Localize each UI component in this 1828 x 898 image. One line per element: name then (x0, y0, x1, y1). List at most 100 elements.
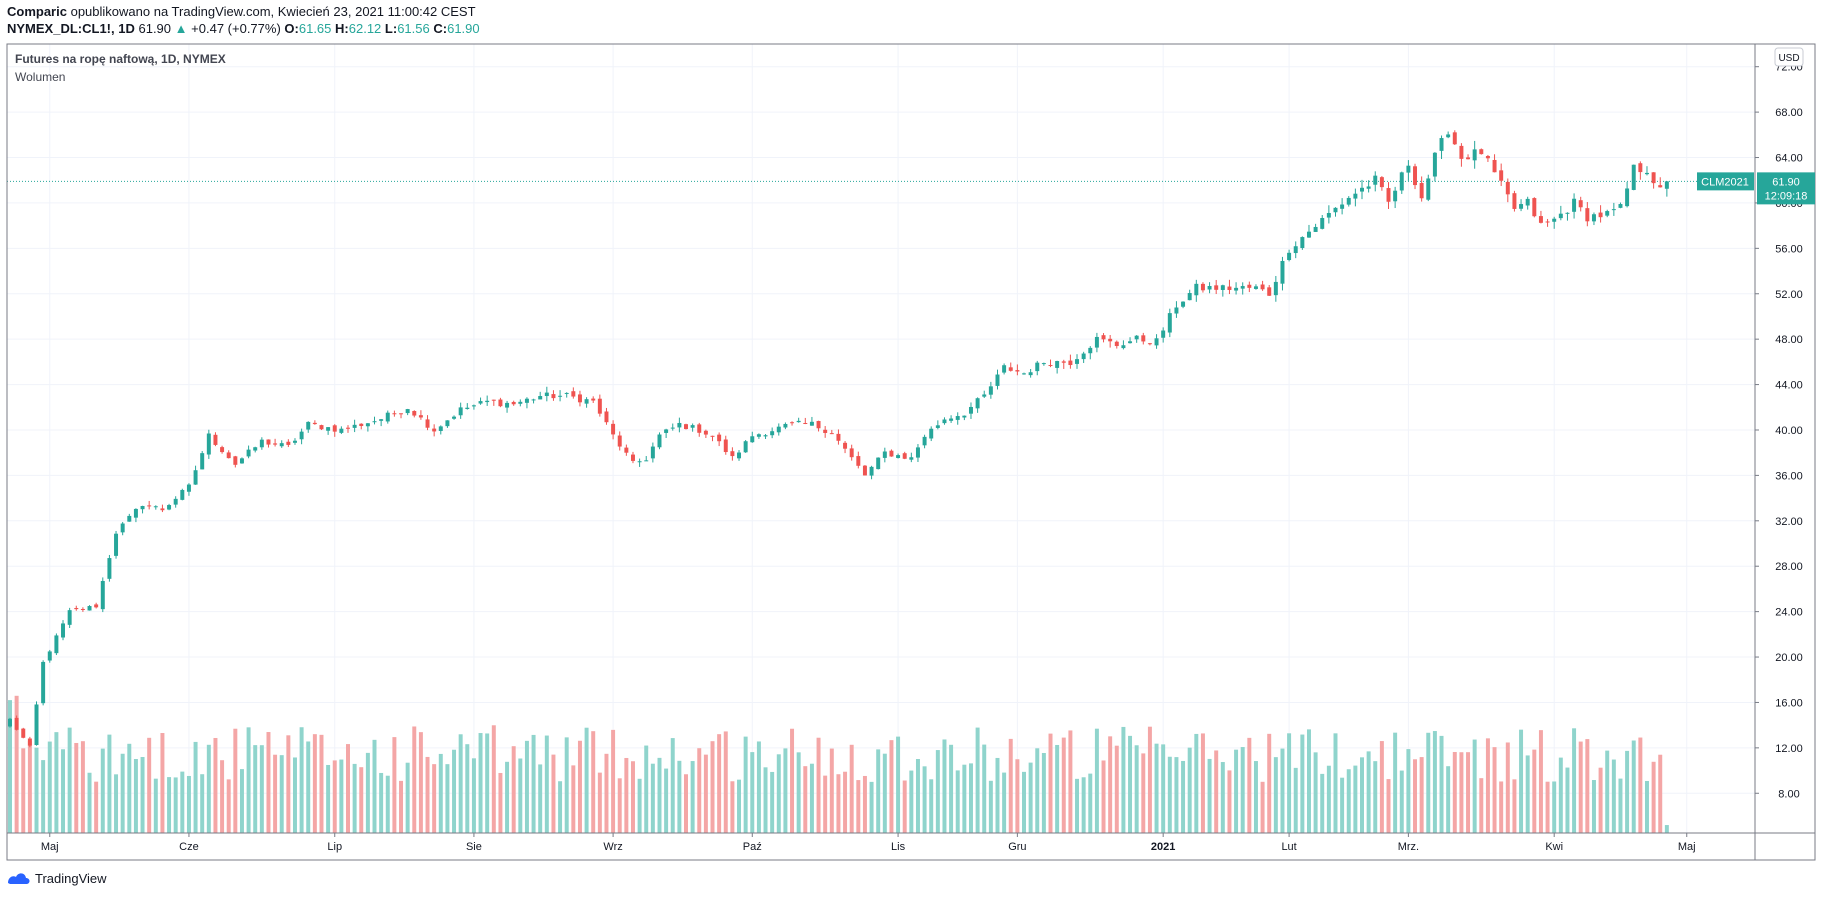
y-tick-label: 32.00 (1775, 516, 1803, 528)
volume-bar (1234, 749, 1239, 833)
volume-bar (1022, 771, 1026, 833)
volume-bar (1061, 737, 1066, 833)
candle-body (1227, 286, 1232, 290)
volume-bar (1485, 738, 1490, 833)
candle-body (915, 447, 920, 458)
volume-bars (8, 695, 1669, 833)
volume-bar (776, 754, 781, 833)
volume-bar (253, 745, 258, 833)
y-tick-label: 64.00 (1775, 153, 1803, 165)
candle-body (107, 558, 112, 579)
candle-body (584, 399, 589, 404)
candle-body (1340, 204, 1345, 209)
candle-body (1426, 178, 1431, 200)
candle-body (412, 411, 417, 416)
volume-bar (1174, 757, 1179, 833)
candle-body (1220, 285, 1225, 290)
volume-bar (1618, 778, 1623, 833)
candle-body (41, 661, 46, 704)
volume-bar (750, 752, 755, 833)
volume-bar (591, 731, 596, 833)
volume-bar (1128, 735, 1133, 833)
volume-bar (644, 745, 649, 833)
volume-bar (882, 753, 887, 833)
low-label: L: (384, 21, 398, 36)
y-tick-label: 44.00 (1775, 380, 1803, 392)
currency-badge[interactable]: USD (1774, 47, 1804, 67)
candle-body (1028, 372, 1033, 376)
volume-bar (1505, 742, 1510, 833)
volume-bar (34, 747, 39, 833)
candle-body (1128, 341, 1133, 344)
volume-bar (1154, 743, 1159, 833)
volume-bar (949, 744, 954, 833)
close-value: 61.90 (447, 21, 480, 36)
candle-body (935, 425, 940, 428)
volume-bar (186, 775, 191, 833)
volume-bar (1658, 754, 1663, 833)
volume-bar (790, 728, 795, 833)
footer-brand[interactable]: TradingView (35, 870, 107, 886)
volume-bar (650, 763, 655, 833)
candle-body (332, 425, 337, 432)
volume-bar (1340, 777, 1345, 833)
candle-body (1611, 209, 1616, 211)
volume-bar (1585, 739, 1590, 833)
candle-body (74, 607, 79, 610)
volume-bar (843, 771, 848, 833)
volume-bar (286, 735, 291, 833)
volume-bar (1068, 730, 1073, 833)
volume-bar (1300, 734, 1305, 833)
volume-bar (1439, 735, 1444, 833)
volume-bar (1055, 744, 1060, 833)
volume-bar (889, 740, 894, 833)
volume-bar (670, 738, 675, 833)
volume-bar (637, 778, 642, 833)
y-tick-label: 36.00 (1775, 470, 1803, 482)
volume-bar (61, 749, 66, 833)
price-tag-price: 61.90 (1772, 176, 1800, 188)
candle-body (1532, 198, 1537, 217)
volume-bar (770, 771, 775, 833)
volume-bar (511, 746, 516, 833)
volume-bar (1432, 731, 1437, 833)
volume-bar (80, 741, 85, 833)
candle-body (339, 428, 344, 433)
candle-body (246, 449, 251, 457)
candle-body (100, 580, 105, 610)
candle-body (1194, 283, 1199, 296)
volume-bar (498, 772, 503, 833)
candle-body (710, 435, 715, 437)
candle-body (816, 421, 821, 429)
volume-bar (478, 733, 483, 833)
volume-bar (1552, 781, 1557, 833)
candle-body (862, 465, 867, 476)
candle-body (54, 635, 59, 654)
volume-bar (1631, 740, 1636, 833)
volume-bar (279, 755, 284, 833)
x-tick-label: Lis (891, 841, 906, 853)
candle-body (1466, 157, 1471, 160)
candle-body (67, 610, 72, 625)
candle-body (1485, 156, 1490, 159)
candle-body (1200, 283, 1205, 291)
currency-label: USD (1778, 53, 1799, 64)
axes: 8.00 12.00 16.00 20.00 24.00 28.00 32.00 36.00 4… (6, 43, 1816, 861)
x-tick-label: Lut (1281, 841, 1296, 853)
candle-body (783, 423, 788, 428)
candle-body (1015, 370, 1020, 372)
volume-bar (1081, 777, 1086, 833)
candle-body (1240, 286, 1245, 289)
volume-bar (200, 774, 205, 833)
volume-bar (611, 729, 616, 833)
chart-frame (6, 43, 1816, 861)
candle-body (1644, 172, 1649, 175)
candle-body (1154, 338, 1159, 346)
volume-bar (465, 744, 470, 833)
volume-bar (697, 748, 702, 833)
candle-body (233, 456, 238, 465)
candle-body (379, 419, 384, 421)
candle-body (1326, 213, 1331, 218)
candle-body (359, 423, 364, 427)
